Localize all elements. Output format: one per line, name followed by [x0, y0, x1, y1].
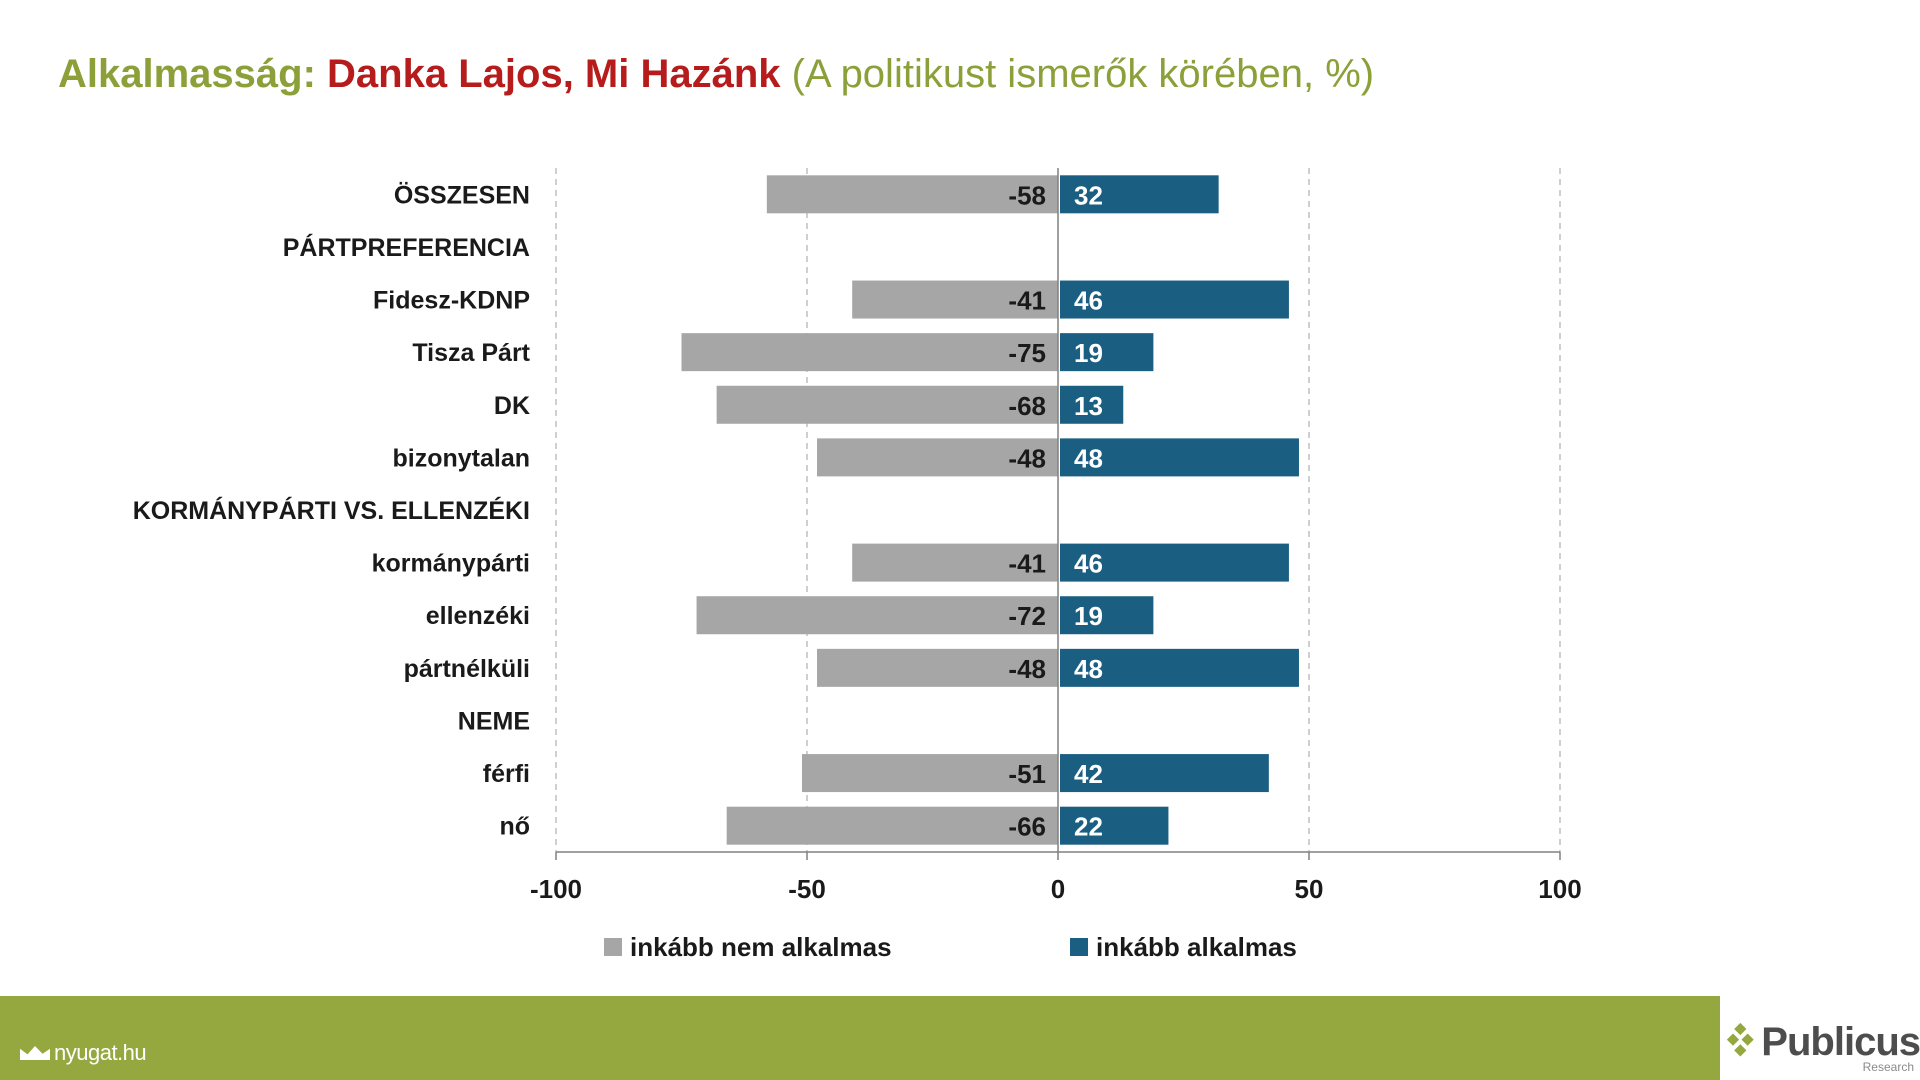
publicus-diamond-icon	[1726, 1022, 1754, 1057]
data-label-negative: -66	[1008, 812, 1046, 842]
legend-item-inkabb-alkalmas-swatch	[1070, 938, 1088, 956]
category-label: KORMÁNYPÁRTI VS. ELLENZÉKI	[133, 496, 530, 525]
bar-inkabb-nem-alkalmas	[766, 175, 1058, 214]
x-tick-label: 100	[1538, 874, 1581, 904]
data-label-positive: 19	[1074, 338, 1103, 368]
bar-inkabb-nem-alkalmas	[681, 333, 1058, 372]
bar-inkabb-alkalmas	[1060, 385, 1124, 424]
category-label: pártnélküli	[404, 655, 530, 683]
legend-item-inkabb-alkalmas-label: inkább alkalmas	[1096, 932, 1297, 962]
source-label: nyugat.hu	[20, 1040, 147, 1066]
x-tick-label: 0	[1051, 874, 1065, 904]
bar-inkabb-alkalmas	[1060, 806, 1169, 845]
x-tick-label: -100	[530, 874, 582, 904]
bar-inkabb-alkalmas	[1060, 333, 1154, 372]
category-label: nő	[499, 813, 530, 841]
title-prefix: Alkalmasság:	[58, 52, 316, 96]
data-label-negative: -41	[1008, 286, 1046, 316]
bar-inkabb-alkalmas	[1060, 543, 1289, 582]
diverging-bar-chart: ÖSSZESEN -58 32 PÁRTPREFERENCIA Fidesz-KDNP -…	[133, 168, 1582, 962]
bar-inkabb-nem-alkalmas	[696, 596, 1058, 635]
data-label-negative: -51	[1008, 759, 1046, 789]
data-label-positive: 22	[1074, 812, 1103, 842]
title-subtitle: (A politikust ismerők körében, %)	[791, 52, 1375, 96]
data-label-negative: -48	[1008, 654, 1046, 684]
category-label: DK	[494, 392, 530, 420]
bar-inkabb-nem-alkalmas	[726, 806, 1058, 845]
logo-subtitle: Research	[1862, 1060, 1914, 1074]
legend-item-inkabb-nem-alkalmas-swatch	[604, 938, 622, 956]
category-label: bizonytalan	[392, 444, 530, 472]
data-label-negative: -68	[1008, 391, 1046, 421]
data-label-negative: -72	[1008, 601, 1046, 631]
bar-inkabb-nem-alkalmas	[817, 438, 1058, 477]
data-label-positive: 48	[1074, 654, 1103, 684]
x-tick-label: 50	[1295, 874, 1324, 904]
chart-title: Alkalmasság: Danka Lajos, Mi Hazánk (A p…	[58, 52, 1374, 97]
bar-inkabb-nem-alkalmas	[852, 280, 1058, 319]
bar-inkabb-alkalmas	[1060, 648, 1299, 687]
data-label-negative: -41	[1008, 549, 1046, 579]
category-label: PÁRTPREFERENCIA	[283, 233, 530, 262]
publicus-logo: Publicus Research	[1722, 1004, 1920, 1080]
bar-inkabb-alkalmas	[1060, 596, 1154, 635]
category-label: férfi	[483, 760, 530, 788]
bar-inkabb-nem-alkalmas	[852, 543, 1058, 582]
source-text: nyugat.hu	[54, 1040, 147, 1065]
bar-inkabb-alkalmas	[1060, 754, 1269, 793]
bar-inkabb-nem-alkalmas	[801, 754, 1058, 793]
category-label: ÖSSZESEN	[394, 180, 530, 209]
data-label-positive: 42	[1074, 759, 1103, 789]
data-label-positive: 46	[1074, 549, 1103, 579]
x-tick-label: -50	[788, 874, 826, 904]
bar-inkabb-nem-alkalmas	[716, 385, 1058, 424]
data-label-positive: 13	[1074, 391, 1103, 421]
data-label-negative: -48	[1008, 443, 1046, 473]
bar-inkabb-nem-alkalmas	[817, 648, 1058, 687]
title-politician: Danka Lajos, Mi Hazánk	[327, 52, 781, 96]
nyugat-logo-icon	[20, 1046, 50, 1060]
category-label: Tisza Párt	[412, 339, 530, 367]
data-label-negative: -75	[1008, 338, 1046, 368]
bar-inkabb-alkalmas	[1060, 175, 1219, 214]
data-label-positive: 19	[1074, 601, 1103, 631]
logo-name: Publicus	[1761, 1019, 1920, 1064]
data-label-negative: -58	[1008, 180, 1046, 210]
data-label-positive: 48	[1074, 443, 1103, 473]
category-label: ellenzéki	[426, 602, 530, 630]
bar-inkabb-alkalmas	[1060, 280, 1289, 319]
bar-inkabb-alkalmas	[1060, 438, 1299, 477]
category-label: NEME	[458, 707, 530, 735]
category-label: kormánypárti	[372, 550, 530, 578]
footer-bar	[0, 996, 1720, 1080]
data-label-positive: 46	[1074, 286, 1103, 316]
legend-item-inkabb-nem-alkalmas-label: inkább nem alkalmas	[630, 932, 892, 962]
category-label: Fidesz-KDNP	[373, 287, 530, 315]
data-label-positive: 32	[1074, 180, 1103, 210]
